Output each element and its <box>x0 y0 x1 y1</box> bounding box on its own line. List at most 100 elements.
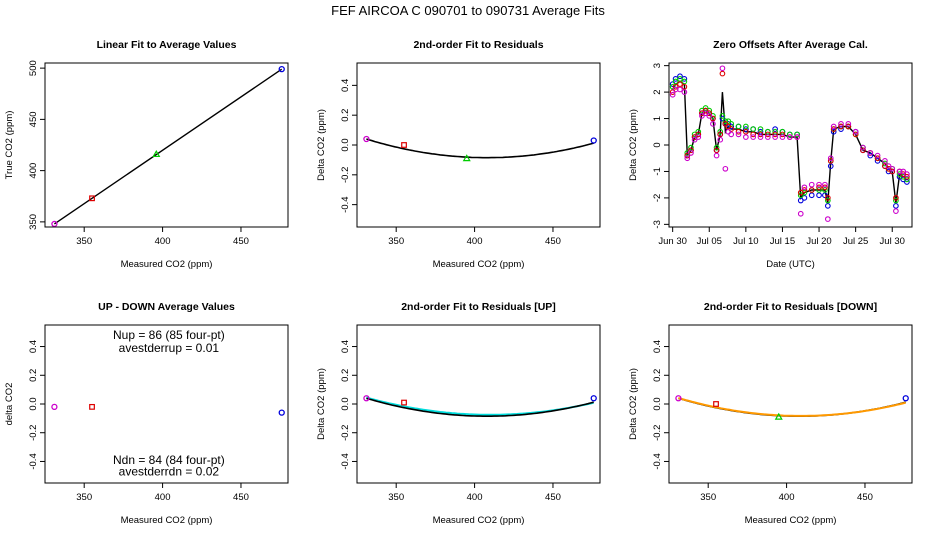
series-point-green <box>882 160 888 167</box>
plot-frame <box>356 62 601 228</box>
series-point-green <box>822 187 828 193</box>
series-point-green <box>688 144 694 151</box>
series-point-magenta <box>728 131 735 138</box>
x-tick-label: Jun 30 <box>658 236 687 247</box>
series-point-red <box>816 184 822 191</box>
series-point-blue <box>874 158 881 164</box>
series-point-red <box>808 187 815 193</box>
series-point-red <box>874 155 881 162</box>
series-point-magenta <box>699 113 705 119</box>
x-tick-label: 350 <box>388 236 404 247</box>
series-point-magenta <box>830 123 837 130</box>
series-point-green <box>684 150 691 156</box>
plot-data-layer <box>669 65 910 222</box>
series-point-green <box>904 176 910 183</box>
series-point-red <box>827 158 834 164</box>
series-point-magenta <box>885 163 892 170</box>
series-point-red <box>852 131 859 138</box>
series-point-red <box>838 123 844 130</box>
data-point-green <box>152 150 161 158</box>
y-tick-label: -0.4 <box>340 453 351 469</box>
series-point-green <box>801 189 808 196</box>
annotation-text: avestderrup = 0.01 <box>119 341 220 355</box>
series-point-magenta <box>684 155 691 162</box>
data-point-blue <box>590 395 597 402</box>
series-point-red <box>893 195 899 201</box>
series-point-red <box>699 110 705 117</box>
x-tick-label: Jul 15 <box>770 236 795 247</box>
x-tick-label: 400 <box>467 236 483 247</box>
series-point-green <box>691 131 698 138</box>
x-axis-label: Measured CO2 (ppm) <box>433 515 525 526</box>
series-point-red <box>779 131 786 138</box>
x-tick-label: Jul 25 <box>843 236 868 247</box>
y-tick-label: 500 <box>28 60 39 76</box>
series-point-green <box>794 131 800 138</box>
series-point-magenta <box>867 150 874 156</box>
y-tick-label: 0.2 <box>28 369 39 382</box>
y-tick-label: -3 <box>652 220 663 228</box>
series-point-magenta <box>852 128 859 135</box>
series-point-magenta <box>757 134 764 140</box>
series-point-blue <box>893 202 899 209</box>
data-point-magenta <box>51 403 58 411</box>
annotation-text: Nup = 86 (85 four-pt) <box>113 328 225 342</box>
series-point-red <box>706 110 713 117</box>
data-point-blue <box>278 409 285 416</box>
series-point-red <box>688 147 694 154</box>
x-tick-label: 350 <box>388 492 404 503</box>
series-point-green <box>735 123 742 130</box>
series-point-blue <box>838 126 844 132</box>
series-point-green <box>797 192 804 199</box>
series-point-red <box>672 83 679 90</box>
series-point-magenta <box>801 184 808 191</box>
x-axis-label: Measured CO2 (ppm) <box>745 515 837 526</box>
data-point-red <box>713 401 719 407</box>
series-point-magenta <box>677 86 683 93</box>
series-point-magenta <box>816 181 822 188</box>
x-tick-label: 350 <box>76 492 92 503</box>
series-point-magenta <box>786 134 793 140</box>
plots-container: Linear Fit to Average Values Measured CO2… <box>4 39 913 526</box>
series-point-red <box>735 128 742 135</box>
series-point-blue <box>816 192 822 199</box>
series-point-green <box>719 113 726 119</box>
series-point-magenta <box>702 110 709 117</box>
series-point-red <box>882 163 888 170</box>
series-point-red <box>681 83 688 90</box>
series-point-green <box>672 78 679 85</box>
series-point-blue <box>757 128 764 135</box>
plot-frame <box>44 62 289 228</box>
fit-curve-black <box>366 138 594 159</box>
series-point-green <box>779 128 786 135</box>
plot-title: 2nd-order Fit to Residuals [UP] <box>401 301 556 313</box>
series-point-magenta <box>735 131 742 138</box>
plot-data-layer <box>366 396 594 417</box>
x-tick-label: 450 <box>545 492 561 503</box>
series-point-magenta <box>845 120 852 127</box>
series-point-magenta <box>669 91 676 98</box>
series-point-red <box>845 123 852 130</box>
data-point-magenta <box>51 220 58 228</box>
chart-p1: Linear Fit to Average Values Measured CO2… <box>4 39 289 270</box>
y-tick-label: 0 <box>652 142 663 147</box>
series-point-green <box>900 173 907 180</box>
series-point-red <box>719 70 726 77</box>
series-point-red <box>900 171 907 177</box>
series-point-magenta <box>900 168 907 175</box>
series-point-magenta <box>827 155 834 162</box>
y-tick-label: 1 <box>652 116 663 121</box>
series-point-magenta <box>722 165 729 172</box>
series-point-blue <box>885 168 892 175</box>
plot-title: 2nd-order Fit to Residuals [DOWN] <box>704 301 877 313</box>
series-point-green <box>699 107 705 114</box>
plot-data-layer <box>54 68 283 225</box>
x-tick-label: 400 <box>467 492 483 503</box>
chart-p2: 2nd-order Fit to Residuals Measured CO2 (… <box>316 39 601 270</box>
x-tick-label: 450 <box>857 492 873 503</box>
series-point-green <box>757 126 764 132</box>
plot-title: Zero Offsets After Average Cal. <box>713 39 868 51</box>
plot-title: Linear Fit to Average Values <box>97 39 237 51</box>
y-axis-label: Delta CO2 (ppm) <box>316 368 327 440</box>
